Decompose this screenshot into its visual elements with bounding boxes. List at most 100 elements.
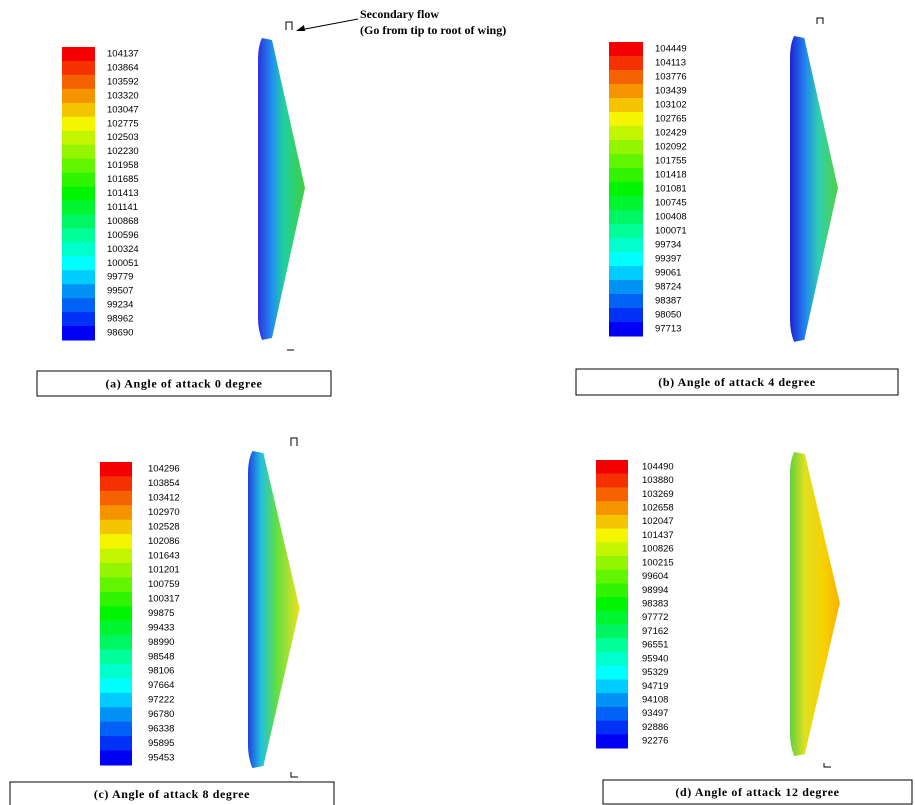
color-band <box>596 625 628 639</box>
legend-label: 95453 <box>148 752 174 763</box>
legend-label: 102429 <box>655 128 687 139</box>
color-band <box>596 679 628 693</box>
legend-label: 100868 <box>107 216 139 227</box>
legend-label: 102092 <box>655 142 687 153</box>
corner-mark <box>286 22 292 30</box>
color-band <box>596 487 628 501</box>
color-band <box>609 210 643 225</box>
legend-label: 99875 <box>148 608 174 619</box>
legend-label: 100596 <box>107 230 139 241</box>
color-band <box>62 298 95 312</box>
color-band <box>100 650 132 665</box>
color-band <box>100 462 132 477</box>
color-band <box>596 597 628 611</box>
legend-label: 102086 <box>148 536 180 547</box>
legend-label: 98724 <box>655 282 681 293</box>
figure: Secondary flow (Go from tip to root of w… <box>0 0 915 805</box>
color-band <box>100 693 132 708</box>
color-band <box>596 583 628 597</box>
legend-label: 95329 <box>642 667 668 678</box>
color-band <box>609 154 643 169</box>
legend-label: 98050 <box>655 310 681 321</box>
color-band <box>609 182 643 197</box>
color-band <box>100 736 132 751</box>
legend-label: 100826 <box>642 544 674 555</box>
color-band <box>596 611 628 625</box>
color-band <box>609 112 643 127</box>
legend-label: 103320 <box>107 90 139 101</box>
legend-label: 103047 <box>107 104 139 115</box>
wing-contour <box>790 452 840 756</box>
legend-label: 102230 <box>107 146 139 157</box>
legend-label: 98690 <box>107 328 133 339</box>
color-band <box>596 666 628 680</box>
color-band <box>100 476 132 491</box>
legend-label: 99433 <box>148 622 174 633</box>
color-band <box>62 173 95 187</box>
color-band <box>596 501 628 515</box>
legend-label: 98548 <box>148 651 174 662</box>
legend-label: 100408 <box>655 212 687 223</box>
color-band <box>62 242 95 256</box>
annotation-arrow <box>300 19 358 30</box>
legend-label: 99061 <box>655 268 681 279</box>
legend-label: 94719 <box>642 681 668 692</box>
color-band <box>62 47 95 61</box>
color-band <box>62 187 95 201</box>
color-band <box>100 549 132 564</box>
color-band <box>62 214 95 228</box>
color-band <box>596 707 628 721</box>
corner-mark <box>817 18 823 24</box>
legend-label: 93497 <box>642 708 668 719</box>
color-band <box>596 529 628 543</box>
color-band <box>100 577 132 592</box>
color-band <box>62 256 95 270</box>
color-band <box>100 678 132 693</box>
legend-label: 98106 <box>148 666 174 677</box>
legend-label: 100759 <box>148 579 180 590</box>
legend-label: 99234 <box>107 300 133 311</box>
legend-label: 104113 <box>655 58 686 69</box>
color-band <box>609 42 643 57</box>
legend-label: 104490 <box>642 461 674 472</box>
legend-label: 98962 <box>107 314 133 325</box>
color-band <box>609 56 643 71</box>
legend-label: 92276 <box>642 736 668 747</box>
legend-label: 97772 <box>642 612 668 623</box>
color-band <box>100 491 132 506</box>
legend-label: 98387 <box>655 296 681 307</box>
legend-label: 101755 <box>655 156 687 167</box>
legend-label: 104449 <box>655 44 687 55</box>
color-band <box>100 592 132 607</box>
color-band <box>609 196 643 211</box>
legend-label: 98994 <box>642 585 668 596</box>
legend-label: 103880 <box>642 475 674 486</box>
color-band <box>609 98 643 113</box>
color-band <box>609 126 643 141</box>
color-band <box>100 635 132 650</box>
legend-label: 95940 <box>642 653 668 664</box>
color-band <box>62 270 95 284</box>
color-band <box>596 542 628 556</box>
color-band <box>609 224 643 239</box>
color-band <box>100 621 132 636</box>
legend-label: 102658 <box>642 503 674 514</box>
color-band <box>609 168 643 183</box>
caption: (a) Angle of attack 0 degree <box>106 376 263 390</box>
color-band <box>596 734 628 748</box>
legend-label: 103854 <box>148 478 180 489</box>
legend-label: 100324 <box>107 244 139 255</box>
color-band <box>596 474 628 488</box>
legend-label: 97713 <box>655 324 681 335</box>
color-band <box>62 200 95 214</box>
legend-label: 99734 <box>655 240 681 251</box>
annotation-text: (Go from tip to root of wing) <box>360 23 506 37</box>
caption: (c) Angle of attack 8 degree <box>94 787 250 801</box>
legend-label: 103412 <box>148 493 180 504</box>
legend-label: 102047 <box>642 516 674 527</box>
color-band <box>596 652 628 666</box>
legend-label: 99604 <box>642 571 668 582</box>
color-band <box>596 570 628 584</box>
color-band <box>609 140 643 155</box>
legend-label: 99779 <box>107 272 133 283</box>
